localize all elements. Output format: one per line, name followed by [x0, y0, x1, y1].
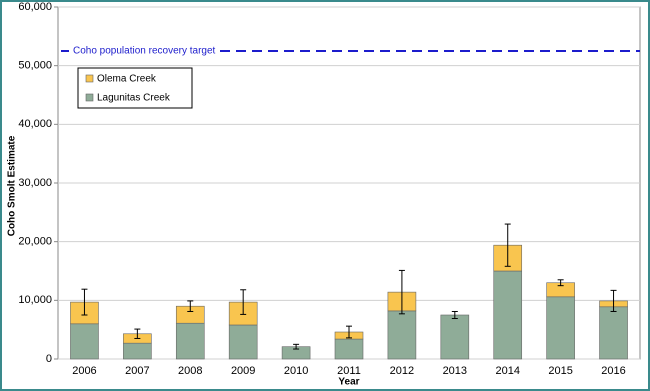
x-axis-label: Year: [338, 377, 359, 388]
bar-segment: [493, 270, 523, 360]
error-bar: [187, 300, 194, 312]
error-bar: [610, 289, 617, 312]
y-tick-label: 60,000: [18, 2, 52, 13]
error-bar: [451, 310, 458, 320]
error-bar: [134, 328, 141, 339]
x-tick-label: 2011: [337, 365, 361, 377]
y-tick-label: 20,000: [18, 236, 52, 248]
x-tick-label: 2014: [495, 365, 519, 377]
y-tick-label: 50,000: [18, 60, 52, 72]
legend-label: Olema Creek: [97, 74, 157, 85]
x-tick-label: 2012: [390, 365, 414, 377]
x-tick-label: 2007: [125, 365, 149, 377]
x-tick-label: 2015: [548, 365, 572, 377]
bar-segment: [546, 296, 575, 360]
error-bar: [293, 343, 300, 350]
bar-segment: [440, 314, 470, 360]
bar-segment: [228, 324, 258, 360]
legend-box: [77, 67, 193, 109]
legend-swatch: [85, 93, 94, 102]
error-bar: [81, 288, 88, 316]
x-tick-label: 2009: [231, 365, 255, 377]
error-bar: [557, 279, 564, 287]
y-tick-label: 40,000: [18, 118, 52, 130]
x-tick-label: 2008: [178, 365, 202, 377]
bar-segment: [123, 342, 152, 360]
error-bar: [240, 289, 247, 315]
error-bar: [346, 325, 352, 339]
error-bar: [398, 269, 405, 315]
y-tick-label: 30,000: [18, 177, 52, 189]
y-axis-label: Coho Smolt Estimate: [7, 135, 18, 236]
bar-segment: [599, 306, 628, 360]
x-tick-label: 2016: [601, 365, 625, 377]
bar-segment: [387, 310, 417, 360]
target-label: Coho population recovery target: [73, 46, 216, 57]
bar-segment: [334, 338, 364, 360]
bar-segment: [70, 323, 99, 360]
y-tick-label: 10,000: [18, 294, 52, 306]
y-tick-label: 0: [46, 353, 52, 365]
x-tick-label: 2013: [443, 365, 467, 377]
bar-segment: [175, 322, 205, 360]
error-bar: [504, 223, 511, 267]
x-tick-label: 2010: [284, 365, 308, 377]
legend-label: Lagunitas Creek: [97, 93, 171, 104]
legend-swatch: [85, 74, 94, 83]
x-tick-label: 2006: [72, 365, 96, 377]
